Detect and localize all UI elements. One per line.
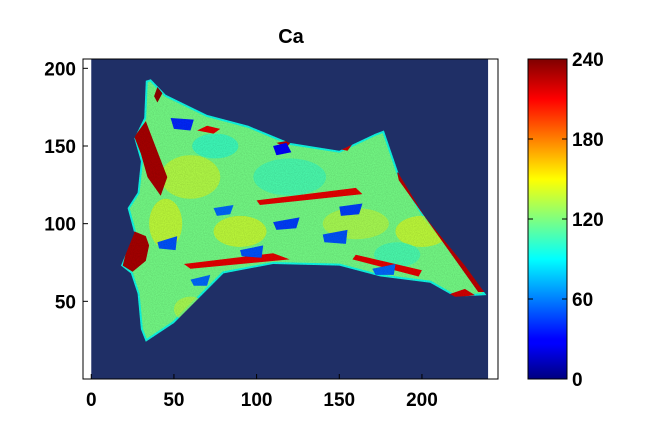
texture-patch-0	[160, 155, 221, 199]
high-ca-feature-8	[183, 253, 290, 269]
high-ca-feature-10	[446, 288, 475, 299]
x-tick-label: 0	[86, 390, 97, 411]
low-ca-feature-12	[170, 118, 194, 131]
colorbar-tick-label: 60	[572, 290, 593, 311]
low-ca-feature-20	[372, 264, 396, 275]
x-tick-label: 50	[163, 390, 184, 411]
low-ca-feature-11	[273, 142, 292, 156]
y-tick-label: 100	[44, 215, 76, 236]
low-ca-feature-17	[157, 236, 178, 251]
colorbar-tick-label: 0	[572, 370, 583, 391]
plot-area	[82, 58, 499, 380]
colorbar-tick-label: 180	[572, 130, 604, 151]
colorbar-tick-label: 120	[572, 210, 604, 231]
colorbar: 0 60 120 180 240	[527, 50, 604, 391]
colorbar-ticks: 0 60 120 180 240	[528, 50, 604, 391]
high-ca-feature-0	[134, 121, 168, 196]
plot-frame	[82, 58, 499, 380]
x-tick-label: 200	[406, 390, 438, 411]
y-tick-label: 150	[44, 137, 76, 158]
high-ca-feature-4	[197, 125, 221, 134]
texture-patch-3	[213, 215, 267, 247]
high-ca-feature-9	[352, 254, 422, 277]
texture-patch-6	[192, 133, 239, 159]
x-tick-label: 100	[241, 390, 273, 411]
colorbar-tick-label: 240	[572, 50, 604, 71]
heatmap-margin-left	[83, 59, 92, 379]
x-tick-label: 150	[323, 390, 355, 411]
heatmap-margin-right	[488, 59, 498, 379]
texture-patch-1	[253, 158, 327, 196]
y-axis: 50 100 150 200	[44, 59, 88, 313]
y-tick-label: 50	[55, 292, 76, 313]
y-tick-label: 200	[44, 59, 76, 80]
low-ca-feature-16	[240, 245, 264, 258]
low-ca-feature-18	[213, 205, 234, 216]
low-ca-feature-15	[322, 229, 348, 244]
texture-patch-7	[373, 242, 421, 268]
high-ca-feature-2	[154, 87, 163, 103]
low-ca-feature-21	[190, 274, 211, 286]
low-ca-feature-13	[273, 217, 300, 230]
high-ca-feature-7	[256, 187, 363, 205]
texture-patch-8	[149, 198, 183, 249]
chart-title: Ca	[278, 26, 304, 48]
heatmap-image	[83, 59, 498, 379]
colorbar-gradient	[527, 58, 568, 380]
high-ca-feature-1	[122, 231, 150, 272]
low-ca-feature-14	[339, 203, 363, 216]
x-axis: 0 50 100 150 200	[86, 374, 438, 411]
